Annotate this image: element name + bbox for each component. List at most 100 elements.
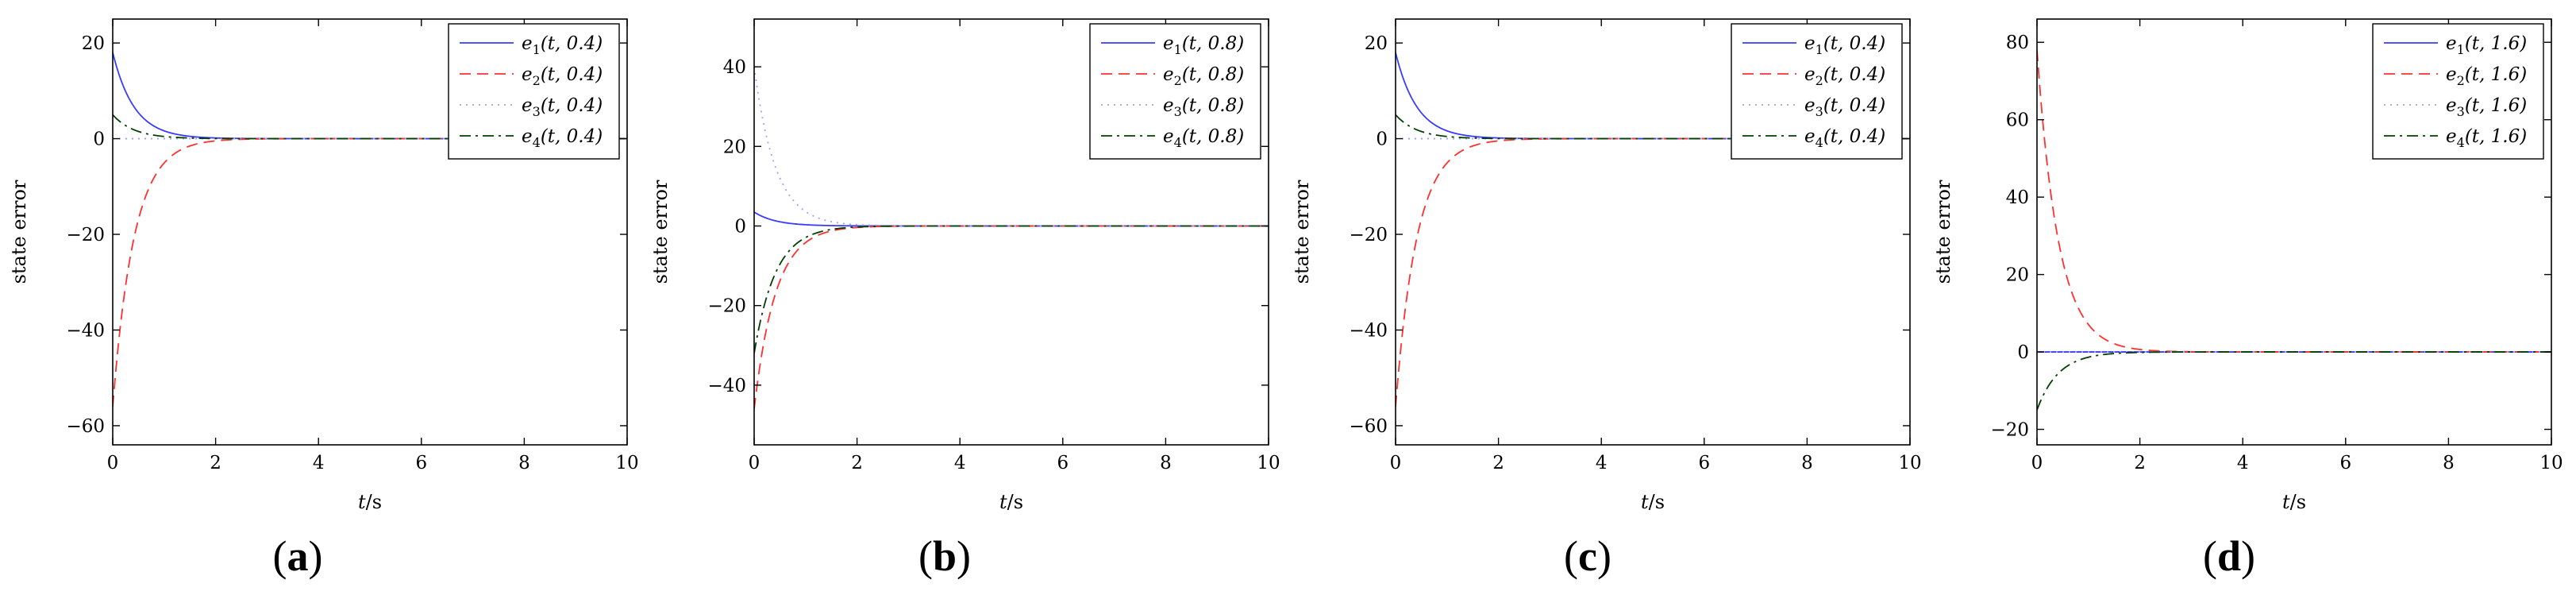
legend-subscript: 1: [1816, 42, 1823, 57]
plot-frame: [112, 18, 628, 446]
legend-args: (t, 0.4): [1823, 95, 1885, 116]
x-tick-label: 10: [2539, 453, 2563, 473]
y-tick-label: 40: [2006, 187, 2029, 208]
x-axis-label-var: t: [1641, 491, 1649, 513]
legend-subscript: 4: [1816, 135, 1823, 150]
legend-entry-4: e4(t, 0.8): [1163, 126, 1244, 150]
y-tick-label: 20: [723, 137, 746, 157]
y-tick-label: −20: [1990, 420, 2029, 441]
y-axis-label: state error: [1291, 180, 1313, 284]
legend-subscript: 2: [1174, 73, 1182, 88]
y-tick-label: 20: [82, 33, 105, 54]
legend-args: (t, 0.8): [1182, 95, 1244, 116]
x-tick-label: 10: [615, 453, 638, 473]
y-tick-label: 0: [1376, 129, 1388, 150]
x-tick-label: 8: [2443, 453, 2455, 473]
x-axis-label-unit: /s: [366, 491, 382, 513]
legend-var: e: [1804, 33, 1816, 54]
x-tick-label: 6: [2339, 453, 2351, 473]
y-tick-label: −60: [1349, 416, 1388, 437]
caption-close: ): [1597, 532, 1611, 580]
legend-args: (t, 1.6): [2465, 126, 2527, 147]
x-tick-label: 4: [1596, 453, 1608, 473]
x-axis-label-var: t: [358, 491, 366, 513]
legend: e1(t, 0.4)e2(t, 0.4)e3(t, 0.4)e4(t, 0.4): [448, 23, 620, 160]
x-tick-label: 0: [2031, 453, 2043, 473]
x-axis-label: t/s: [2282, 491, 2306, 513]
legend-entry-1: e1(t, 0.4): [522, 33, 603, 57]
legend-args: (t, 0.8): [1182, 64, 1244, 85]
legend-args: (t, 0.4): [541, 126, 603, 147]
caption-letter: b: [933, 532, 957, 580]
legend-args: (t, 0.4): [1823, 126, 1885, 147]
legend: e1(t, 0.4)e2(t, 0.4)e3(t, 0.4)e4(t, 0.4): [1731, 23, 1903, 160]
y-axis-label: state error: [1932, 180, 1954, 284]
caption-letter: c: [1578, 532, 1597, 580]
series-line-4: [113, 114, 627, 140]
legend-subscript: 2: [1816, 73, 1823, 88]
y-axis-label: state error: [8, 180, 30, 284]
x-tick-label: 8: [1801, 453, 1813, 473]
x-tick-label: 4: [2237, 453, 2249, 473]
legend-var: e: [2446, 126, 2457, 147]
legend-entry-2: e2(t, 0.8): [1163, 64, 1244, 88]
legend-entry-3: e3(t, 0.4): [1804, 95, 1885, 119]
legend-subscript: 1: [533, 42, 541, 57]
panel-caption: (a): [273, 532, 323, 580]
x-axis-label-unit: /s: [1007, 491, 1023, 513]
x-tick-label: 8: [1160, 453, 1172, 473]
y-axis-label: state error: [649, 180, 672, 284]
legend-entry-4: e4(t, 0.4): [1804, 126, 1885, 150]
legend-var: e: [1804, 95, 1816, 116]
caption-close: ): [309, 532, 323, 580]
x-tick-label: 6: [415, 453, 427, 473]
x-tick-label: 10: [1898, 453, 1921, 473]
series-line-2: [754, 225, 1269, 410]
x-axis-label-var: t: [999, 491, 1007, 513]
legend-args: (t, 0.8): [1182, 33, 1244, 54]
plot-frame: [2036, 18, 2552, 446]
series-line-1: [754, 211, 1269, 227]
legend-var: e: [2446, 95, 2457, 116]
legend-subscript: 2: [533, 73, 541, 88]
legend-var: e: [522, 95, 533, 116]
legend-entry-2: e2(t, 0.4): [522, 64, 603, 88]
y-tick-label: 60: [2006, 110, 2029, 131]
y-tick-label: −60: [66, 416, 105, 437]
plot-frame: [753, 18, 1269, 446]
x-tick-label: 2: [210, 453, 221, 473]
legend-var: e: [1804, 64, 1816, 85]
legend-args: (t, 0.4): [541, 33, 603, 54]
x-tick-label: 4: [313, 453, 325, 473]
legend-subscript: 3: [1816, 104, 1823, 119]
legend-args: (t, 1.6): [2465, 33, 2527, 54]
x-tick-label: 2: [851, 453, 863, 473]
series-line-4: [754, 225, 1269, 353]
legend-subscript: 3: [2457, 104, 2465, 119]
x-axis-label: t/s: [358, 491, 382, 513]
legend-entry-2: e2(t, 0.4): [1804, 64, 1885, 88]
legend-args: (t, 0.4): [541, 95, 603, 116]
x-tick-label: 4: [954, 453, 966, 473]
legend-entry-1: e1(t, 0.4): [1804, 33, 1885, 57]
legend-entry-4: e4(t, 1.6): [2446, 126, 2527, 150]
y-tick-label: 0: [93, 129, 105, 150]
x-axis-label: t/s: [1641, 491, 1665, 513]
x-tick-label: 6: [1057, 453, 1069, 473]
caption-letter: d: [2217, 532, 2241, 580]
caption-open: (: [918, 532, 933, 580]
x-tick-label: 10: [1257, 453, 1280, 473]
caption-close: ): [2241, 532, 2255, 580]
legend-args: (t, 1.6): [2465, 95, 2527, 116]
legend-entry-3: e3(t, 0.8): [1163, 95, 1244, 119]
legend-entry-2: e2(t, 1.6): [2446, 64, 2527, 88]
panel-caption: (c): [1564, 532, 1611, 580]
legend-var: e: [1163, 64, 1174, 85]
caption-letter: a: [287, 532, 309, 580]
series-line-4: [2037, 351, 2551, 411]
x-tick-label: 2: [1492, 453, 1504, 473]
caption-open: (: [2203, 532, 2217, 580]
